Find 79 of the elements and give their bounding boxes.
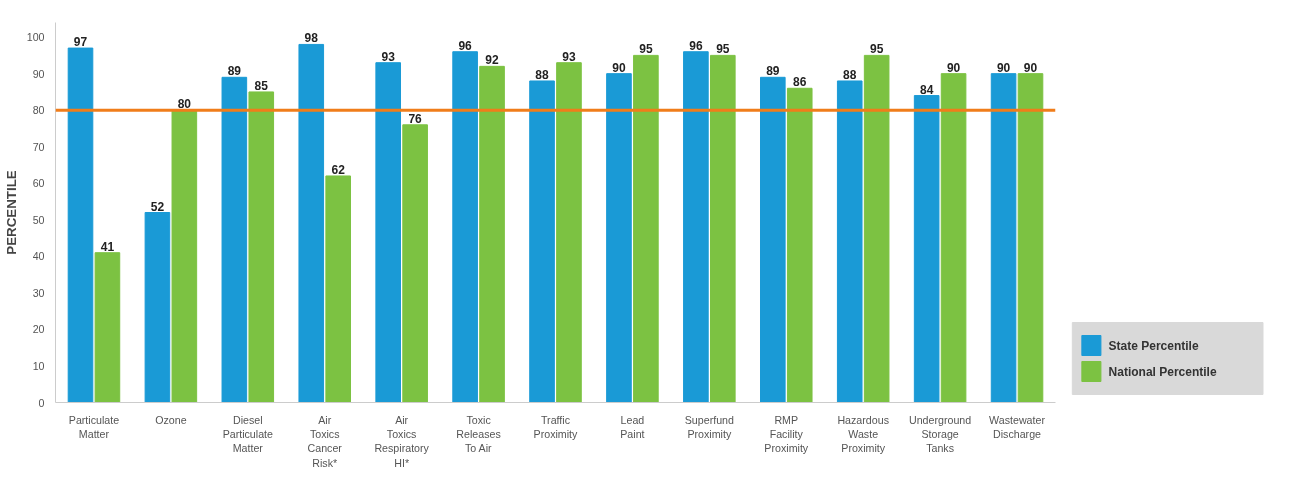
y-tick-label: 30 [32, 286, 45, 299]
x-tick-label: Traffic Proximity [533, 413, 579, 440]
bar [375, 62, 401, 403]
x-tick-label: RMP Facility Proximity [764, 413, 809, 455]
x-tick-label: Lead Paint [620, 413, 645, 440]
x-tick-label: Toxic Releases To Air [456, 413, 501, 455]
y-tick-label: 20 [32, 323, 45, 336]
bar [606, 73, 632, 403]
data-label: 80 [177, 97, 192, 112]
bar [556, 62, 582, 403]
bar [836, 80, 863, 403]
data-label: 41 [100, 239, 115, 254]
data-label: 86 [793, 75, 807, 90]
bar [990, 73, 1017, 403]
y-axis-title: PERCENTILE [3, 170, 19, 255]
bar [913, 95, 940, 403]
x-tick-label: Hazardous Waste Proximity [837, 413, 889, 455]
bar [710, 54, 736, 403]
bar [452, 51, 478, 403]
bar [529, 80, 555, 403]
bar [94, 252, 121, 403]
data-label: 89 [766, 64, 780, 79]
bar [683, 51, 709, 403]
bar [144, 212, 171, 403]
y-tick-label: 0 [38, 396, 45, 409]
bar [760, 76, 786, 403]
data-label: 84 [919, 82, 934, 97]
data-label: 97 [73, 35, 88, 50]
legend-label: State Percentile [1108, 338, 1199, 353]
data-label: 88 [843, 67, 857, 82]
bar [402, 124, 428, 403]
x-tick-label: Ozone [155, 413, 187, 426]
data-label: 76 [408, 111, 423, 126]
data-label: 98 [304, 31, 319, 46]
y-tick-label: 70 [32, 140, 45, 153]
legend-label: National Percentile [1108, 364, 1217, 379]
data-label: 93 [562, 49, 576, 64]
x-tick-label: Particulate Matter [68, 413, 120, 440]
bar [248, 91, 275, 403]
data-label: 95 [869, 42, 884, 57]
y-tick-label: 90 [32, 67, 45, 80]
data-label: 52 [150, 199, 165, 214]
y-tick-label: 50 [32, 213, 45, 226]
data-label: 88 [535, 67, 550, 82]
bar [479, 65, 505, 403]
x-tick-label: Air Toxics Cancer Risk* [307, 413, 343, 469]
x-tick-label: Diesel Particulate Matter [222, 413, 274, 455]
bar [940, 73, 967, 403]
data-label: 93 [381, 49, 396, 64]
y-tick-label: 40 [32, 250, 45, 263]
y-tick-label: 80 [32, 104, 45, 117]
bar [863, 54, 890, 403]
data-label: 90 [612, 60, 626, 75]
data-label: 96 [689, 38, 703, 53]
bar [221, 76, 248, 403]
x-tick-label: Air Toxics Respiratory HI* [374, 413, 430, 469]
data-label: 62 [331, 162, 346, 177]
bar [171, 109, 198, 403]
y-tick-label: 100 [26, 31, 45, 44]
bar [633, 54, 659, 403]
data-label: 85 [254, 78, 269, 93]
data-label: 95 [716, 42, 730, 57]
y-tick-label: 60 [32, 177, 45, 190]
data-label: 96 [458, 38, 473, 53]
x-tick-label: Wastewater Discharge [989, 413, 1046, 440]
bar [1017, 73, 1044, 403]
bar [67, 47, 94, 403]
x-tick-label: Superfund Proximity [684, 413, 735, 440]
x-tick-label: Underground Storage Tanks [909, 413, 972, 455]
bar [786, 87, 813, 403]
bar [325, 175, 351, 403]
data-label: 90 [1023, 60, 1038, 75]
data-label: 90 [996, 60, 1011, 75]
data-label: 95 [639, 42, 653, 57]
data-label: 92 [485, 53, 500, 68]
bar [298, 43, 325, 403]
data-label: 90 [946, 60, 961, 75]
y-tick-label: 10 [32, 359, 45, 372]
data-label: 89 [227, 64, 242, 79]
